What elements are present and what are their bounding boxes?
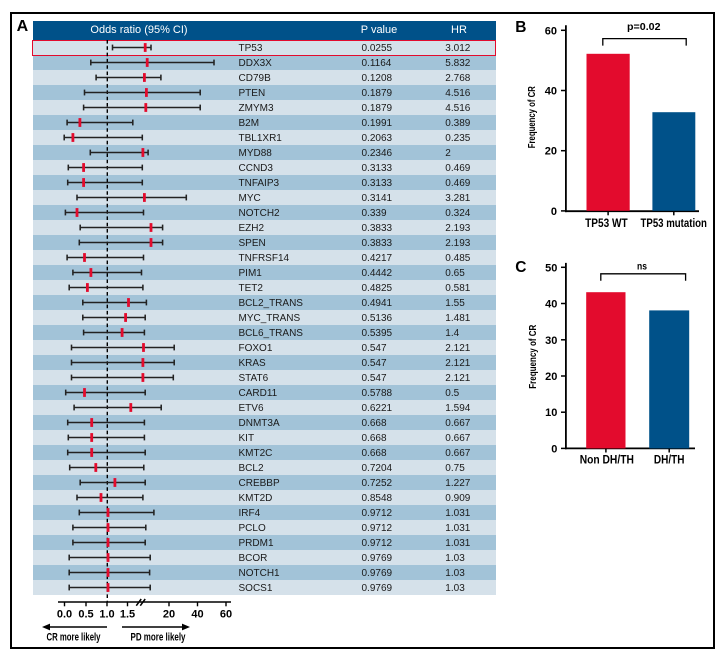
svg-text:1.5: 1.5 bbox=[120, 609, 135, 621]
svg-text:20: 20 bbox=[545, 146, 557, 158]
svg-text:Non DH/TH: Non DH/TH bbox=[580, 455, 634, 467]
svg-text:0.5: 0.5 bbox=[78, 609, 93, 621]
svg-text:Frequency of CR: Frequency of CR bbox=[526, 86, 538, 148]
svg-text:TP53 WT: TP53 WT bbox=[585, 218, 628, 230]
svg-text:Frequency of CR: Frequency of CR bbox=[527, 324, 539, 388]
svg-text:40: 40 bbox=[545, 86, 557, 98]
svg-text:0: 0 bbox=[551, 443, 557, 455]
svg-text:40: 40 bbox=[191, 609, 203, 621]
svg-text:C: C bbox=[515, 259, 526, 276]
svg-text:p=0.02: p=0.02 bbox=[627, 21, 661, 33]
svg-text:CR more likely: CR more likely bbox=[47, 632, 102, 644]
svg-text:TP53 mutation: TP53 mutation bbox=[641, 218, 707, 230]
svg-text:20: 20 bbox=[163, 609, 175, 621]
svg-text:DH/TH: DH/TH bbox=[654, 455, 685, 467]
svg-text:30: 30 bbox=[545, 335, 557, 347]
svg-text:20: 20 bbox=[545, 371, 557, 383]
svg-text:B: B bbox=[515, 19, 526, 36]
svg-text:PD more likely: PD more likely bbox=[131, 632, 187, 644]
svg-text:ns: ns bbox=[637, 261, 647, 273]
svg-text:50: 50 bbox=[545, 262, 557, 274]
svg-text:0: 0 bbox=[551, 206, 557, 218]
svg-text:40: 40 bbox=[545, 299, 557, 311]
svg-text:60: 60 bbox=[220, 609, 232, 621]
svg-text:10: 10 bbox=[545, 407, 557, 419]
svg-text:1.0: 1.0 bbox=[99, 609, 114, 621]
svg-text:60: 60 bbox=[545, 25, 557, 37]
svg-text:0.0: 0.0 bbox=[57, 609, 72, 621]
